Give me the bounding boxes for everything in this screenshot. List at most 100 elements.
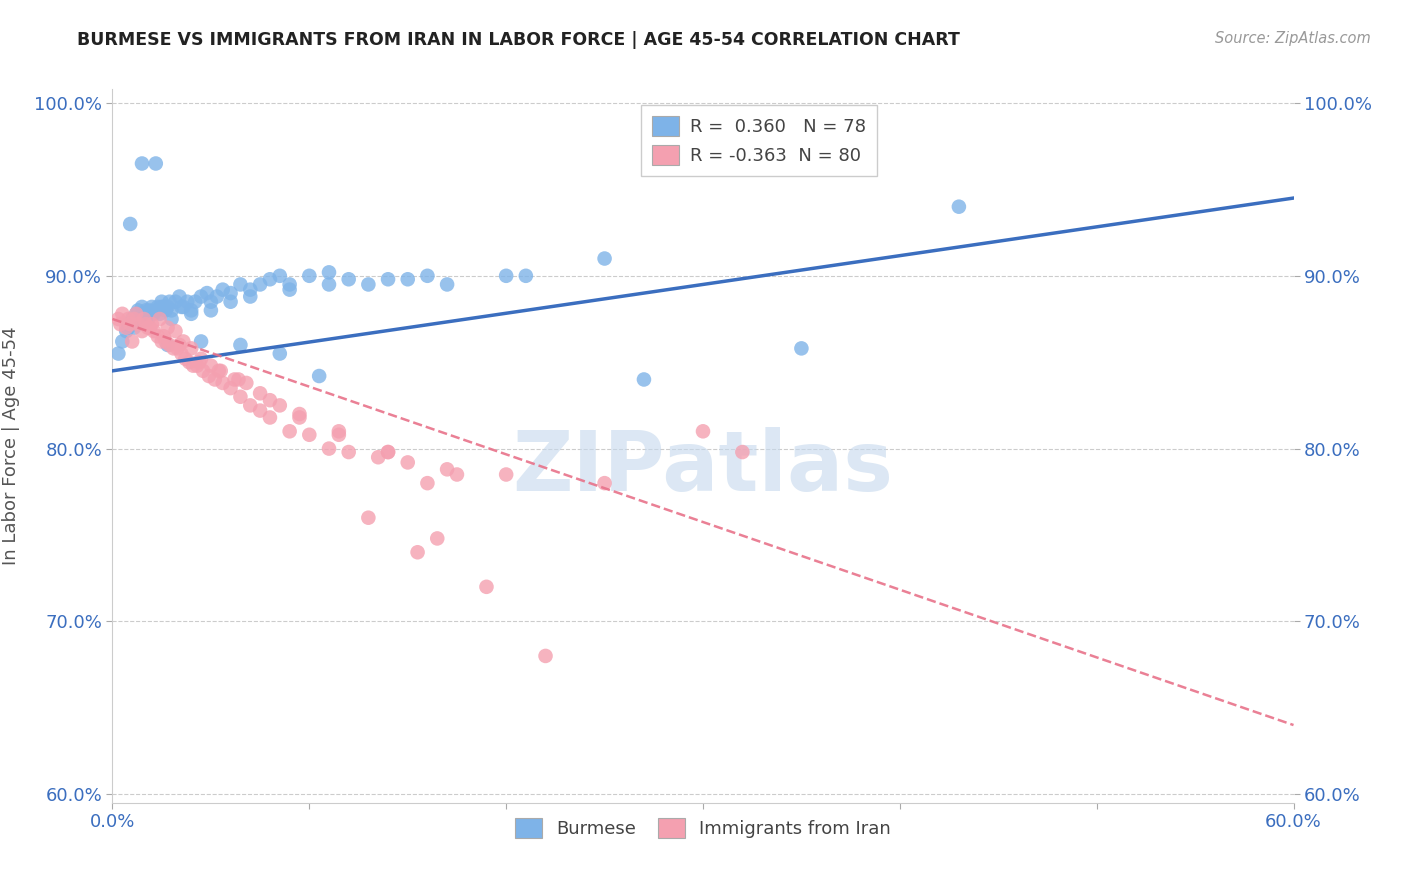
Point [184, 294, 207, 309]
Point [125, 307, 148, 321]
Point [195, 286, 218, 301]
Point [318, 277, 340, 292]
Point [235, 376, 257, 390]
Point [259, 410, 281, 425]
Point [132, 307, 155, 321]
Point [117, 320, 139, 334]
Point [259, 393, 281, 408]
Point [181, 359, 204, 373]
Point [259, 272, 281, 286]
Point [229, 338, 252, 352]
Point [357, 277, 380, 292]
Point [308, 369, 330, 384]
Point [107, 346, 129, 360]
Point [209, 364, 232, 378]
Point [406, 545, 429, 559]
Point [593, 476, 616, 491]
Point [337, 272, 360, 286]
Point [396, 455, 419, 469]
Point [278, 425, 301, 439]
Point [186, 359, 208, 373]
Point [416, 476, 439, 491]
Point [115, 320, 138, 334]
Point [142, 324, 165, 338]
Point [298, 268, 321, 283]
Point [111, 307, 134, 321]
Point [165, 294, 187, 309]
Point [239, 289, 262, 303]
Point [416, 268, 439, 283]
Point [155, 303, 177, 318]
Point [188, 355, 211, 369]
Point [475, 580, 498, 594]
Point [269, 398, 291, 412]
Point [211, 283, 233, 297]
Point [200, 294, 222, 309]
Point [156, 338, 179, 352]
Point [269, 346, 291, 360]
Point [170, 346, 193, 360]
Point [110, 317, 132, 331]
Point [149, 307, 172, 321]
Point [239, 283, 262, 297]
Point [111, 334, 134, 349]
Point [155, 334, 177, 349]
Point [162, 342, 184, 356]
Point [122, 312, 145, 326]
Point [269, 268, 291, 283]
Point [191, 364, 214, 378]
Point [159, 294, 181, 309]
Point [156, 300, 179, 314]
Point [135, 317, 157, 331]
Point [495, 467, 517, 482]
Point [139, 303, 162, 318]
Point [328, 425, 350, 439]
Point [367, 450, 389, 465]
Point [122, 320, 145, 334]
Point [179, 355, 201, 369]
Point [125, 307, 148, 321]
Legend: Burmese, Immigrants from Iran: Burmese, Immigrants from Iran [506, 809, 900, 847]
Point [152, 329, 174, 343]
Point [190, 334, 212, 349]
Point [150, 300, 173, 314]
Point [176, 294, 198, 309]
Point [127, 303, 149, 318]
Point [125, 317, 148, 331]
Point [204, 372, 226, 386]
Point [180, 303, 202, 318]
Point [170, 300, 193, 314]
Point [169, 289, 191, 303]
Point [132, 312, 155, 326]
Point [731, 445, 754, 459]
Point [180, 307, 202, 321]
Point [190, 289, 212, 303]
Point [165, 324, 187, 338]
Point [198, 369, 221, 384]
Point [166, 342, 188, 356]
Text: ZIPatlas: ZIPatlas [513, 427, 893, 508]
Point [150, 334, 173, 349]
Point [141, 307, 163, 321]
Point [117, 312, 139, 326]
Point [136, 320, 159, 334]
Point [159, 338, 181, 352]
Point [219, 294, 242, 309]
Point [633, 372, 655, 386]
Point [121, 312, 143, 326]
Point [239, 398, 262, 412]
Point [117, 317, 139, 331]
Point [180, 342, 202, 356]
Point [121, 334, 143, 349]
Point [219, 286, 242, 301]
Point [249, 386, 271, 401]
Point [129, 312, 152, 326]
Point [127, 317, 149, 331]
Point [495, 268, 517, 283]
Point [146, 300, 169, 314]
Point [172, 300, 194, 314]
Point [593, 252, 616, 266]
Point [120, 317, 142, 331]
Point [172, 334, 194, 349]
Point [219, 381, 242, 395]
